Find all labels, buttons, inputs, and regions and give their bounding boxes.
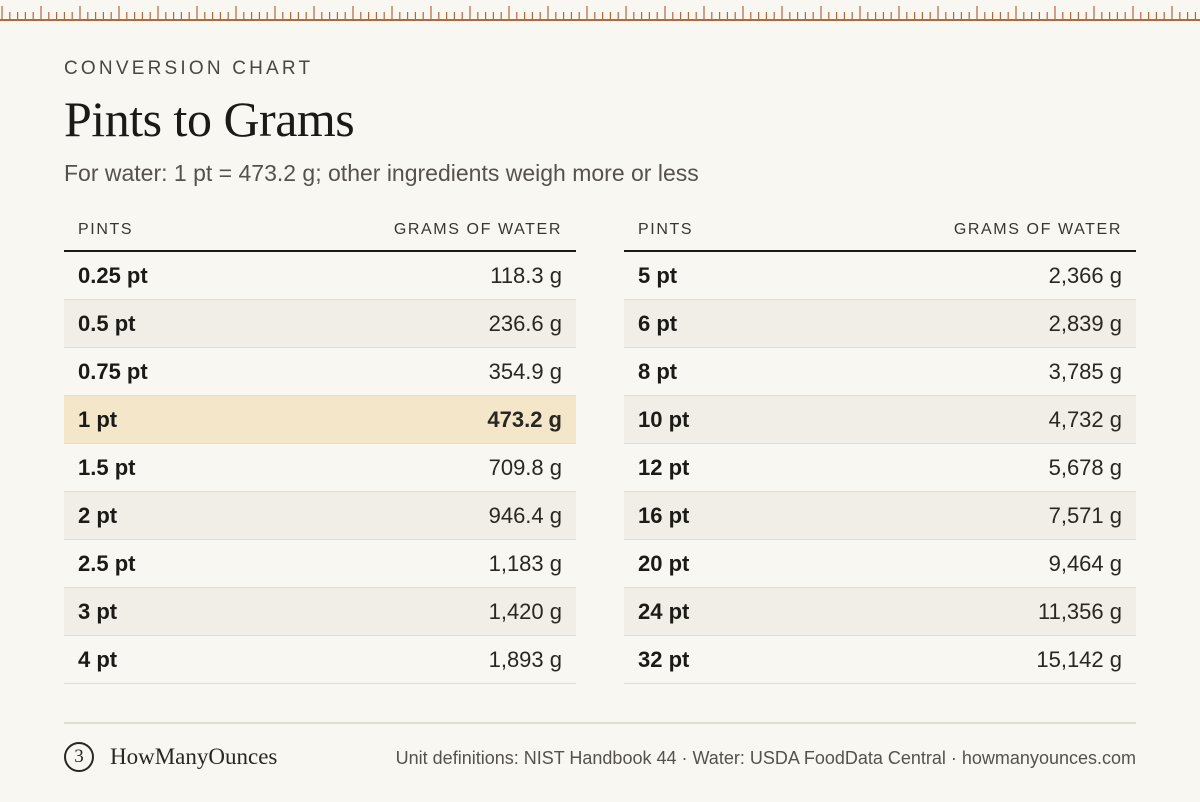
table-header: PINTS GRAMS OF WATER xyxy=(64,210,576,252)
pints-value: 16 pt xyxy=(638,502,690,528)
table-body: 0.25 pt 118.3 g 0.5 pt 236.6 g 0.75 pt 354.9 … xyxy=(64,252,576,684)
grams-value: 3,785 g xyxy=(1048,358,1122,384)
table-row-highlighted: 1 pt 473.2 g xyxy=(64,396,576,444)
table-body: 5 pt 2,366 g 6 pt 2,839 g 8 pt 3,785 g 10 pt 4,… xyxy=(624,252,1136,684)
table-row: 0.5 pt 236.6 g xyxy=(64,300,576,348)
grams-value: 473.2 g xyxy=(487,406,562,432)
pints-value: 1.5 pt xyxy=(78,454,136,480)
table-row: 5 pt 2,366 g xyxy=(624,252,1136,300)
pints-value: 3 pt xyxy=(78,598,118,624)
table-row: 6 pt 2,839 g xyxy=(624,300,1136,348)
grams-value: 11,356 g xyxy=(1037,598,1122,624)
grams-value: 7,571 g xyxy=(1048,502,1122,528)
pints-value: 32 pt xyxy=(638,646,690,672)
brand-name: HowManyOunces xyxy=(110,744,278,769)
grams-value: 15,142 g xyxy=(1036,646,1122,672)
ruler-decoration xyxy=(0,6,1200,21)
brand-logo-icon: 3 xyxy=(64,742,94,772)
grams-value: 236.6 g xyxy=(488,310,562,336)
table-row: 3 pt 1,420 g xyxy=(64,588,576,636)
column-header-grams: GRAMS OF WATER xyxy=(953,221,1122,238)
grams-value: 9,464 g xyxy=(1048,550,1122,576)
grams-value: 1,183 g xyxy=(488,550,562,576)
pints-value: 4 pt xyxy=(78,646,118,672)
footer-divider xyxy=(64,722,1136,724)
pints-value: 12 pt xyxy=(638,454,690,480)
brand: 3 HowManyOunces xyxy=(64,742,277,772)
table-row: 0.75 pt 354.9 g xyxy=(64,348,576,396)
grams-value: 2,839 g xyxy=(1048,310,1122,336)
table-row: 0.25 pt 118.3 g xyxy=(64,252,576,300)
pints-value: 10 pt xyxy=(638,406,690,432)
grams-value: 2,366 g xyxy=(1048,262,1122,288)
grams-value: 1,893 g xyxy=(488,646,562,672)
page-subtitle: For water: 1 pt = 473.2 g; other ingredi… xyxy=(64,160,699,186)
pints-value: 0.75 pt xyxy=(78,358,148,384)
grams-value: 946.4 g xyxy=(488,502,562,528)
pints-value: 24 pt xyxy=(638,598,690,624)
table-row: 2.5 pt 1,183 g xyxy=(64,540,576,588)
table-row: 8 pt 3,785 g xyxy=(624,348,1136,396)
grams-value: 118.3 g xyxy=(490,262,562,288)
pints-value: 5 pt xyxy=(638,262,678,288)
conversion-table-left: PINTS GRAMS OF WATER 0.25 pt 118.3 g 0.5 p… xyxy=(64,210,576,684)
table-row: 16 pt 7,571 g xyxy=(624,492,1136,540)
table-row: 20 pt 9,464 g xyxy=(624,540,1136,588)
table-row: 4 pt 1,893 g xyxy=(64,636,576,684)
source-credits: Unit definitions: NIST Handbook 44 · Wat… xyxy=(395,748,1136,768)
page-title: Pints to Grams xyxy=(64,91,355,147)
grams-value: 1,420 g xyxy=(488,598,562,624)
grams-value: 5,678 g xyxy=(1048,454,1122,480)
table-row: 10 pt 4,732 g xyxy=(624,396,1136,444)
table-row: 12 pt 5,678 g xyxy=(624,444,1136,492)
column-header-pints: PINTS xyxy=(638,221,694,238)
pints-value: 8 pt xyxy=(638,358,678,384)
table-row: 1.5 pt 709.8 g xyxy=(64,444,576,492)
eyebrow-label: CONVERSION CHART xyxy=(64,58,314,79)
pints-value: 0.25 pt xyxy=(78,262,148,288)
pints-value: 1 pt xyxy=(78,406,118,432)
conversion-table-right: PINTS GRAMS OF WATER 5 pt 2,366 g 6 pt 2,83… xyxy=(624,210,1136,684)
table-row: 2 pt 946.4 g xyxy=(64,492,576,540)
grams-value: 709.8 g xyxy=(488,454,562,480)
pints-value: 2 pt xyxy=(78,502,118,528)
grams-value: 4,732 g xyxy=(1048,406,1122,432)
grams-value: 354.9 g xyxy=(488,358,562,384)
pints-value: 2.5 pt xyxy=(78,550,136,576)
column-header-pints: PINTS xyxy=(78,221,134,238)
pints-value: 20 pt xyxy=(638,550,690,576)
table-row: 32 pt 15,142 g xyxy=(624,636,1136,684)
pints-value: 6 pt xyxy=(638,310,678,336)
pints-value: 0.5 pt xyxy=(78,310,136,336)
column-header-grams: GRAMS OF WATER xyxy=(393,221,562,238)
table-row: 24 pt 11,356 g xyxy=(624,588,1136,636)
table-header: PINTS GRAMS OF WATER xyxy=(624,210,1136,252)
